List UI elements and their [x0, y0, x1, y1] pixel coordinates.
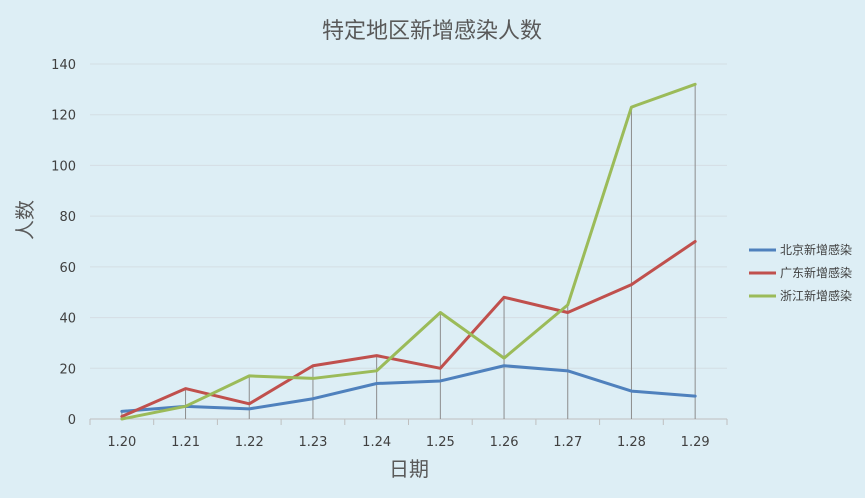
gridlines [89, 63, 728, 425]
y-tick-label: 0 [68, 413, 76, 428]
x-tick-label: 1.29 [681, 435, 710, 450]
x-tick-label: 1.21 [171, 435, 200, 450]
x-tick-label: 1.26 [490, 435, 519, 450]
x-axis-ticks: 1.20 1.21 1.22 1.23 1.24 1.25 1.26 1.27 1.28 1.29 [107, 435, 709, 450]
y-tick-label: 60 [59, 261, 76, 276]
x-tick-label: 1.23 [298, 435, 327, 450]
legend-label: 广东新增感染 [780, 265, 852, 280]
y-axis-title: 人数 [13, 200, 37, 240]
series-line [120, 240, 697, 418]
x-tick-label: 1.25 [426, 435, 455, 450]
chart-title: 特定地区新增感染人数 [322, 19, 542, 44]
y-tick-label: 100 [51, 159, 76, 174]
y-tick-label: 80 [59, 210, 76, 225]
x-tick-label: 1.22 [235, 435, 264, 450]
x-tick-label: 1.24 [362, 435, 391, 450]
y-tick-label: 20 [59, 362, 76, 377]
series-lines [120, 82, 697, 421]
y-axis-ticks: 0 20 40 60 80 100 120 140 [51, 58, 76, 428]
y-tick-label: 140 [51, 58, 76, 73]
series-line [120, 82, 697, 421]
legend-label: 北京新增感染 [780, 242, 852, 257]
x-tick-label: 1.28 [617, 435, 646, 450]
x-tick-label: 1.20 [107, 435, 136, 450]
x-tick-label: 1.27 [553, 435, 582, 450]
x-axis-title: 日期 [389, 457, 429, 481]
y-tick-label: 40 [59, 312, 76, 327]
series-line [120, 364, 697, 413]
drop-lines [121, 84, 696, 419]
y-tick-label: 120 [51, 109, 76, 124]
legend-label: 浙江新增感染 [780, 288, 852, 303]
